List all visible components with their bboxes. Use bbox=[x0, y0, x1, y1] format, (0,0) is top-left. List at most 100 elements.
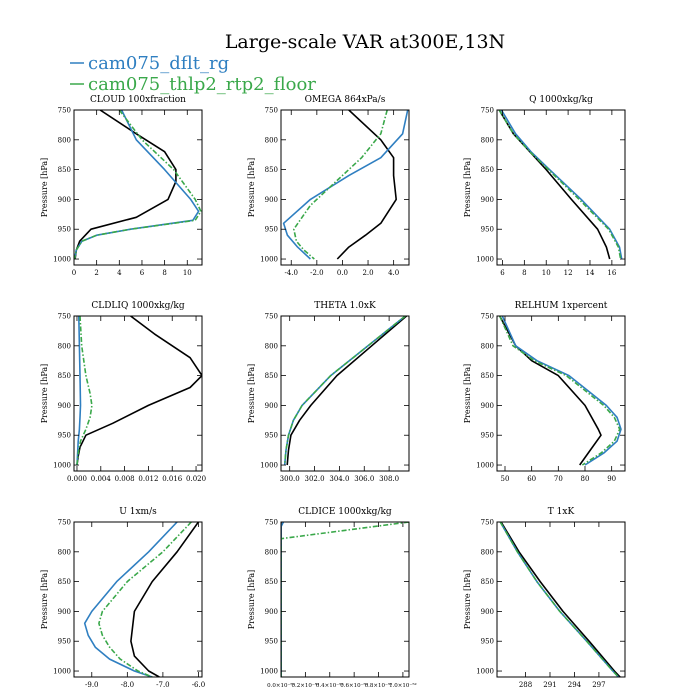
y-tick-label: 900 bbox=[58, 608, 71, 616]
y-tick-label: 950 bbox=[481, 226, 494, 234]
y-tick-label: 950 bbox=[481, 432, 494, 440]
y-tick-label: 800 bbox=[481, 342, 494, 350]
y-tick-label: 750 bbox=[58, 313, 71, 321]
panel-title: RELHUM 1xpercent bbox=[515, 301, 608, 311]
y-tick-label: 800 bbox=[481, 136, 494, 144]
x-tick-label: 50 bbox=[501, 475, 510, 483]
panel-title: THETA 1.0xK bbox=[314, 301, 376, 311]
x-tick-label: 12 bbox=[564, 269, 573, 277]
y-tick-label: 1000 bbox=[476, 668, 494, 676]
y-tick-label: 800 bbox=[265, 342, 278, 350]
series-line bbox=[498, 110, 622, 260]
panel: THETA 1.0xK Pressure [hPa] 750 800 850 900 950… bbox=[247, 301, 410, 483]
x-tick-label: 8 bbox=[522, 269, 526, 277]
y-tick-label: 850 bbox=[265, 166, 278, 174]
y-tick-label: 950 bbox=[265, 638, 278, 646]
x-tick-label: 0.008 bbox=[115, 475, 135, 483]
y-tick-label: 900 bbox=[265, 608, 278, 616]
y-tick-label: 800 bbox=[265, 136, 278, 144]
y-tick-label: 900 bbox=[58, 402, 71, 410]
x-tick-label: 0 bbox=[72, 269, 76, 277]
y-tick-label: 900 bbox=[265, 196, 278, 204]
y-tick-label: 1000 bbox=[476, 256, 494, 264]
y-axis-label: Pressure [hPa] bbox=[40, 364, 49, 424]
y-tick-label: 750 bbox=[58, 107, 71, 115]
panel-title: CLDLIQ 1000xkg/kg bbox=[91, 301, 185, 311]
y-tick-label: 1000 bbox=[260, 256, 278, 264]
series-line bbox=[500, 522, 621, 677]
series-line bbox=[500, 110, 623, 260]
x-tick-label: -9.0 bbox=[85, 681, 99, 689]
y-tick-label: 750 bbox=[481, 519, 494, 527]
series-line bbox=[501, 316, 622, 466]
y-axis-label: Pressure [hPa] bbox=[463, 570, 472, 630]
x-tick-label: 0.004 bbox=[91, 475, 112, 483]
series-line bbox=[76, 316, 93, 466]
y-tick-label: 950 bbox=[265, 432, 278, 440]
x-tick-label: 6 bbox=[140, 269, 145, 277]
y-tick-label: 1000 bbox=[476, 462, 494, 470]
y-axis-label: Pressure [hPa] bbox=[247, 158, 256, 218]
panel: RELHUM 1xpercent Pressure [hPa] 750 800 850 9… bbox=[463, 301, 626, 483]
x-tick-label: 0.0 bbox=[337, 269, 348, 277]
x-tick-label: 0.000 bbox=[67, 475, 87, 483]
y-tick-label: 850 bbox=[481, 166, 494, 174]
panel: CLDICE 1000xkg/kg Pressure [hPa] 750 800 850… bbox=[247, 507, 417, 689]
y-tick-label: 850 bbox=[58, 372, 71, 380]
series-line bbox=[130, 522, 200, 677]
y-tick-label: 750 bbox=[265, 107, 278, 115]
y-tick-label: 800 bbox=[481, 548, 494, 556]
series-line bbox=[98, 522, 192, 677]
y-tick-label: 800 bbox=[58, 548, 71, 556]
y-tick-label: 1000 bbox=[53, 668, 71, 676]
x-tick-label: 4.0 bbox=[388, 269, 399, 277]
series-line bbox=[499, 522, 620, 677]
y-axis-label: Pressure [hPa] bbox=[40, 570, 49, 630]
x-tick-label: 8 bbox=[162, 269, 166, 277]
y-tick-label: 850 bbox=[481, 578, 494, 586]
panel-title: Q 1000xkg/kg bbox=[529, 95, 593, 105]
x-tick-label: 0.020 bbox=[186, 475, 206, 483]
x-tick-label: 0.6×10⁻⁵² bbox=[340, 682, 368, 689]
legend: cam075_dflt_rg cam075_thlp2_rtp2_floor bbox=[70, 53, 316, 95]
panel: T 1xK Pressure [hPa] 750 800 850 900 950 1000 28… bbox=[463, 507, 626, 689]
y-tick-label: 750 bbox=[481, 107, 494, 115]
y-tick-label: 750 bbox=[265, 313, 278, 321]
series-line bbox=[283, 316, 406, 466]
x-tick-label: 0.4×10⁻⁵² bbox=[316, 682, 344, 689]
plot-frame bbox=[280, 315, 410, 472]
x-tick-label: 294 bbox=[568, 681, 582, 689]
x-tick-label: 1.0×10⁻⁵² bbox=[389, 682, 417, 689]
x-tick-label: 297 bbox=[592, 681, 605, 689]
series-line bbox=[336, 110, 398, 260]
y-tick-label: 950 bbox=[481, 638, 494, 646]
x-tick-label: 288 bbox=[519, 681, 532, 689]
x-tick-label: 70 bbox=[554, 475, 563, 483]
y-tick-label: 850 bbox=[481, 372, 494, 380]
y-tick-label: 900 bbox=[58, 196, 71, 204]
y-tick-label: 750 bbox=[265, 519, 278, 527]
series-line bbox=[281, 522, 285, 677]
panel-title: U 1xm/s bbox=[119, 507, 157, 517]
y-axis-label: Pressure [hPa] bbox=[40, 158, 49, 218]
plot-frame bbox=[496, 109, 626, 266]
y-tick-label: 850 bbox=[58, 578, 71, 586]
x-tick-label: 0.8×10⁻⁵² bbox=[365, 682, 393, 689]
series-line bbox=[83, 522, 178, 677]
panel: OMEGA 864xPa/s Pressure [hPa] 750 800 850 900… bbox=[247, 95, 410, 277]
y-tick-label: 950 bbox=[58, 638, 71, 646]
y-tick-label: 1000 bbox=[260, 462, 278, 470]
y-tick-label: 800 bbox=[265, 548, 278, 556]
plot-frame bbox=[280, 109, 410, 266]
plot-frame bbox=[73, 109, 203, 266]
series-line bbox=[76, 316, 202, 466]
panel: Q 1000xkg/kg Pressure [hPa] 750 800 850 900 95… bbox=[463, 95, 626, 277]
x-tick-label: -6.0 bbox=[192, 681, 206, 689]
x-tick-label: 291 bbox=[543, 681, 556, 689]
y-axis-label: Pressure [hPa] bbox=[463, 364, 472, 424]
legend-label-thlp2: cam075_thlp2_rtp2_floor bbox=[88, 74, 316, 95]
x-tick-label: 80 bbox=[581, 475, 590, 483]
series-line bbox=[74, 110, 202, 260]
